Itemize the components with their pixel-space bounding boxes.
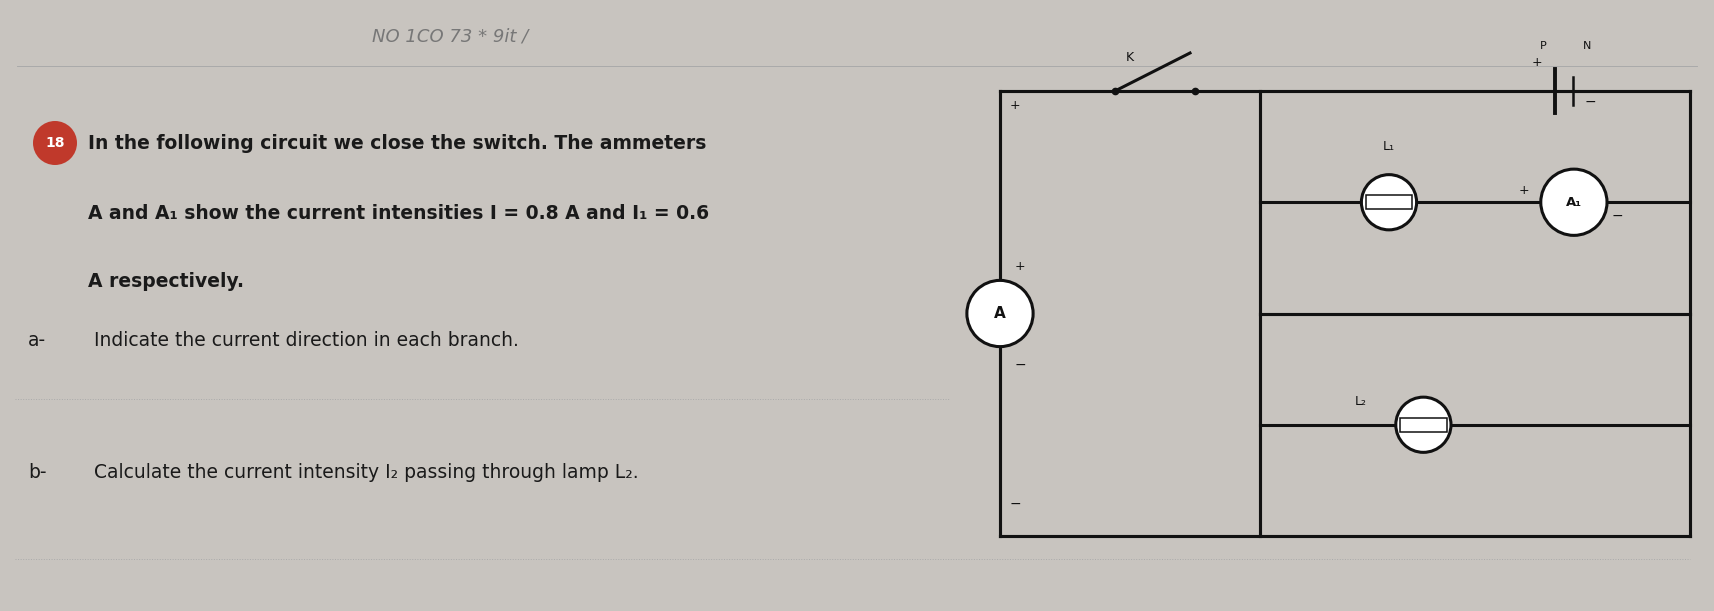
Text: −: − xyxy=(1010,497,1022,511)
Text: In the following circuit we close the switch. The ammeters: In the following circuit we close the sw… xyxy=(87,133,706,153)
Text: +: + xyxy=(1015,260,1025,273)
Circle shape xyxy=(1541,169,1608,235)
Circle shape xyxy=(1361,175,1416,230)
Text: K: K xyxy=(1126,51,1135,64)
Text: 18: 18 xyxy=(45,136,65,150)
Circle shape xyxy=(33,121,77,165)
Text: A and A₁ show the current intensities I = 0.8 A and I₁ = 0.6: A and A₁ show the current intensities I … xyxy=(87,203,710,222)
Text: Indicate the current direction in each branch.: Indicate the current direction in each b… xyxy=(87,332,519,351)
Bar xyxy=(1366,196,1412,209)
Text: P: P xyxy=(1539,41,1546,51)
Text: b-: b- xyxy=(27,464,46,483)
Text: L₂: L₂ xyxy=(1354,395,1366,408)
Text: N: N xyxy=(1582,41,1591,51)
Circle shape xyxy=(1395,397,1452,452)
Text: +: + xyxy=(1010,99,1020,112)
Text: −: − xyxy=(1584,95,1596,109)
Text: A respectively.: A respectively. xyxy=(87,271,243,290)
Text: −: − xyxy=(1015,357,1027,371)
Text: L₁: L₁ xyxy=(1383,140,1395,153)
Text: a-: a- xyxy=(27,332,46,351)
Text: NO 1CO 73 * 9it /: NO 1CO 73 * 9it / xyxy=(372,27,528,45)
Text: Calculate the current intensity I₂ passing through lamp L₂.: Calculate the current intensity I₂ passi… xyxy=(87,464,639,483)
Circle shape xyxy=(967,280,1034,346)
Text: A₁: A₁ xyxy=(1567,196,1582,209)
Text: −: − xyxy=(1613,209,1623,223)
Text: +: + xyxy=(1519,185,1529,197)
Bar xyxy=(1400,418,1447,431)
Text: A: A xyxy=(994,306,1006,321)
Text: +: + xyxy=(1532,56,1543,69)
